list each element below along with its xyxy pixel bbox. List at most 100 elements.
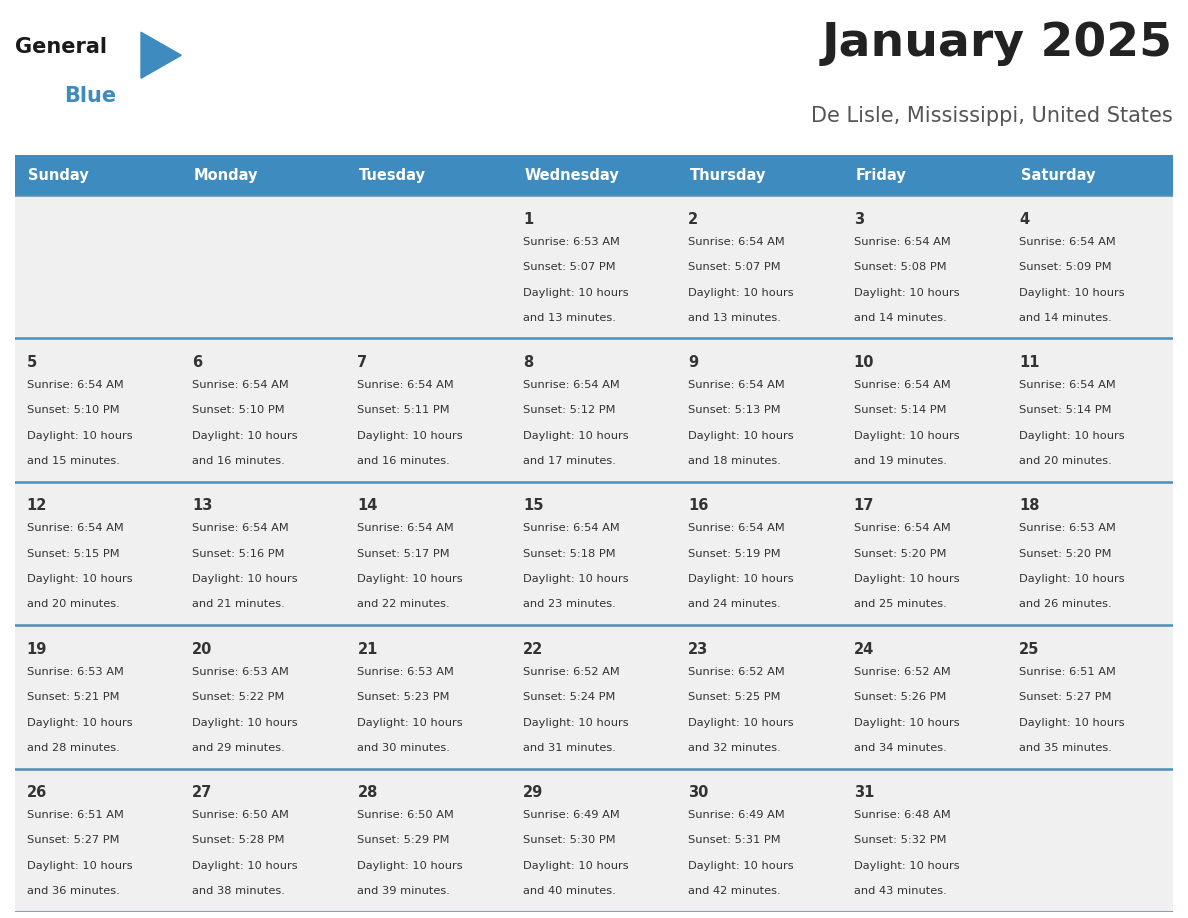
Bar (842, 339, 1007, 482)
Text: Sunset: 5:11 PM: Sunset: 5:11 PM (358, 405, 450, 415)
Text: and 14 minutes.: and 14 minutes. (854, 313, 947, 322)
Bar (677, 339, 842, 482)
Bar (511, 625, 677, 768)
Bar (677, 482, 842, 625)
Text: Sunset: 5:27 PM: Sunset: 5:27 PM (1019, 692, 1112, 702)
Text: Blue: Blue (64, 85, 116, 106)
Text: Daylight: 10 hours: Daylight: 10 hours (358, 575, 463, 585)
Bar (181, 625, 346, 768)
Text: Daylight: 10 hours: Daylight: 10 hours (688, 861, 794, 871)
Text: 8: 8 (523, 355, 533, 370)
Text: 26: 26 (26, 785, 46, 800)
Text: and 23 minutes.: and 23 minutes. (523, 599, 615, 610)
Bar (1007, 155, 1173, 195)
Text: Sunrise: 6:54 AM: Sunrise: 6:54 AM (1019, 237, 1116, 247)
Text: 19: 19 (26, 642, 48, 656)
Text: Daylight: 10 hours: Daylight: 10 hours (26, 575, 132, 585)
Text: Sunrise: 6:53 AM: Sunrise: 6:53 AM (523, 237, 620, 247)
Text: Daylight: 10 hours: Daylight: 10 hours (854, 718, 960, 728)
Text: Sunrise: 6:51 AM: Sunrise: 6:51 AM (26, 811, 124, 820)
Bar (15, 482, 181, 625)
Text: 28: 28 (358, 785, 378, 800)
Text: 7: 7 (358, 355, 367, 370)
Text: 20: 20 (192, 642, 213, 656)
Text: 16: 16 (688, 498, 709, 513)
Text: Daylight: 10 hours: Daylight: 10 hours (688, 718, 794, 728)
Text: Sunset: 5:27 PM: Sunset: 5:27 PM (26, 835, 119, 845)
Text: De Lisle, Mississippi, United States: De Lisle, Mississippi, United States (810, 106, 1173, 127)
Bar (1007, 625, 1173, 768)
Text: Sunset: 5:19 PM: Sunset: 5:19 PM (688, 549, 781, 558)
Bar (1007, 195, 1173, 339)
Bar (1007, 482, 1173, 625)
Text: 2: 2 (688, 211, 699, 227)
Text: and 42 minutes.: and 42 minutes. (688, 886, 781, 896)
Text: Sunrise: 6:51 AM: Sunrise: 6:51 AM (1019, 666, 1116, 677)
Text: 24: 24 (854, 642, 874, 656)
Text: Sunrise: 6:52 AM: Sunrise: 6:52 AM (523, 666, 620, 677)
Text: and 34 minutes.: and 34 minutes. (854, 743, 947, 753)
Bar (346, 155, 511, 195)
Text: Daylight: 10 hours: Daylight: 10 hours (192, 431, 298, 441)
Text: Daylight: 10 hours: Daylight: 10 hours (688, 287, 794, 297)
Text: Sunrise: 6:54 AM: Sunrise: 6:54 AM (688, 380, 785, 390)
Text: Sunset: 5:10 PM: Sunset: 5:10 PM (192, 405, 285, 415)
Text: 3: 3 (854, 211, 864, 227)
Text: Sunrise: 6:54 AM: Sunrise: 6:54 AM (192, 523, 289, 533)
Text: and 15 minutes.: and 15 minutes. (26, 456, 120, 466)
Text: Sunset: 5:12 PM: Sunset: 5:12 PM (523, 405, 615, 415)
Text: Sunrise: 6:48 AM: Sunrise: 6:48 AM (854, 811, 950, 820)
Text: Sunrise: 6:53 AM: Sunrise: 6:53 AM (26, 666, 124, 677)
Text: Daylight: 10 hours: Daylight: 10 hours (358, 861, 463, 871)
Bar (511, 155, 677, 195)
Text: and 19 minutes.: and 19 minutes. (854, 456, 947, 466)
Text: Daylight: 10 hours: Daylight: 10 hours (854, 287, 960, 297)
Text: and 40 minutes.: and 40 minutes. (523, 886, 615, 896)
Text: 9: 9 (688, 355, 699, 370)
Text: and 28 minutes.: and 28 minutes. (26, 743, 119, 753)
Text: Wednesday: Wednesday (525, 167, 619, 183)
Text: January 2025: January 2025 (822, 21, 1173, 66)
Bar (181, 768, 346, 912)
Bar (15, 339, 181, 482)
Text: 11: 11 (1019, 355, 1040, 370)
Bar (15, 155, 181, 195)
Text: and 20 minutes.: and 20 minutes. (1019, 456, 1112, 466)
Text: Sunrise: 6:53 AM: Sunrise: 6:53 AM (1019, 523, 1116, 533)
Text: Tuesday: Tuesday (359, 167, 426, 183)
Bar (15, 195, 181, 339)
Text: Daylight: 10 hours: Daylight: 10 hours (26, 718, 132, 728)
Text: Sunrise: 6:54 AM: Sunrise: 6:54 AM (688, 237, 785, 247)
Text: Monday: Monday (194, 167, 258, 183)
Text: Daylight: 10 hours: Daylight: 10 hours (688, 575, 794, 585)
Text: and 35 minutes.: and 35 minutes. (1019, 743, 1112, 753)
Text: Daylight: 10 hours: Daylight: 10 hours (854, 575, 960, 585)
Text: Sunset: 5:09 PM: Sunset: 5:09 PM (1019, 262, 1112, 272)
Text: and 14 minutes.: and 14 minutes. (1019, 313, 1112, 322)
Bar (677, 155, 842, 195)
Text: and 21 minutes.: and 21 minutes. (192, 599, 285, 610)
Text: Sunrise: 6:54 AM: Sunrise: 6:54 AM (523, 380, 620, 390)
Text: Sunset: 5:07 PM: Sunset: 5:07 PM (688, 262, 781, 272)
Text: Sunset: 5:14 PM: Sunset: 5:14 PM (854, 405, 946, 415)
Text: 23: 23 (688, 642, 708, 656)
Text: Sunset: 5:08 PM: Sunset: 5:08 PM (854, 262, 947, 272)
Text: and 26 minutes.: and 26 minutes. (1019, 599, 1112, 610)
Text: and 29 minutes.: and 29 minutes. (192, 743, 285, 753)
Bar (1007, 768, 1173, 912)
Text: and 36 minutes.: and 36 minutes. (26, 886, 119, 896)
Text: Sunrise: 6:50 AM: Sunrise: 6:50 AM (192, 811, 289, 820)
Text: Sunrise: 6:49 AM: Sunrise: 6:49 AM (523, 811, 620, 820)
Bar (842, 768, 1007, 912)
Bar (677, 625, 842, 768)
Bar (15, 768, 181, 912)
Bar (181, 155, 346, 195)
Text: Daylight: 10 hours: Daylight: 10 hours (192, 575, 298, 585)
Text: 30: 30 (688, 785, 709, 800)
Bar (511, 195, 677, 339)
Bar (511, 768, 677, 912)
Text: Daylight: 10 hours: Daylight: 10 hours (358, 431, 463, 441)
Text: and 16 minutes.: and 16 minutes. (192, 456, 285, 466)
Bar (346, 768, 511, 912)
Bar (346, 482, 511, 625)
